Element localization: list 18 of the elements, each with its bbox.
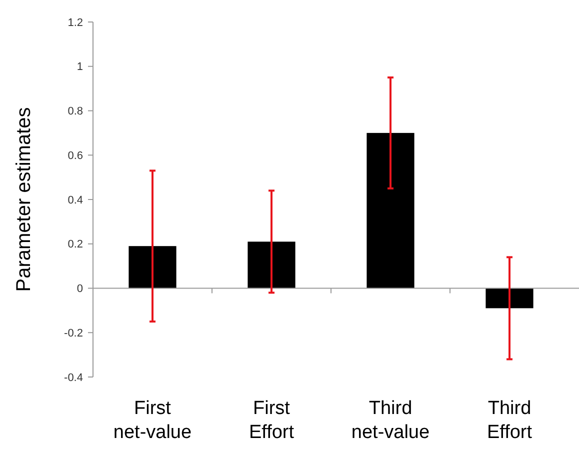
- y-axis-title: Parameter estimates: [13, 107, 35, 292]
- y-tick-label: 0.6: [68, 150, 83, 162]
- bar: [248, 242, 296, 288]
- bar: [128, 246, 176, 288]
- y-tick-label: 1.2: [68, 16, 83, 29]
- x-tick-label: Third net-value: [351, 398, 430, 443]
- x-tick-label: First Effort: [248, 398, 295, 443]
- x-tick-label: Third Effort: [486, 398, 533, 443]
- bar: [486, 288, 534, 308]
- y-tick-label: 0.2: [68, 238, 83, 251]
- y-tick-label: 0.4: [68, 194, 83, 206]
- y-tick-label: -0.2: [64, 327, 83, 340]
- bar: [366, 132, 414, 288]
- y-tick-label: 1: [76, 61, 83, 74]
- y-tick-label: 0.8: [68, 106, 83, 118]
- x-tick-label: First net-value: [113, 398, 192, 443]
- y-tick-label: 0: [76, 283, 83, 296]
- y-tick-label: -0.4: [64, 372, 83, 384]
